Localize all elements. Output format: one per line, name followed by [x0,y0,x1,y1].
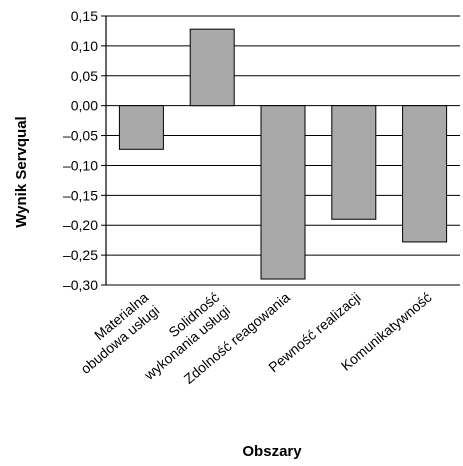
y-tick-label: –0,20 [63,217,98,233]
bar [189,28,235,107]
y-tick-label: –0,05 [63,128,98,144]
bars [118,28,448,280]
bar [260,105,306,280]
bar [402,105,448,243]
y-tick-labels: 0,15 0,10 0,05 0,00 –0,05 –0,10 –0,15 –0,20 –0,2… [63,8,98,293]
y-tick-label: –0,15 [63,187,98,203]
y-tick-label: –0,25 [63,247,98,263]
y-tick-label: 0,15 [71,8,98,24]
x-axis-title: Obszary [242,443,302,460]
y-tick-label: 0,10 [71,38,98,54]
bar [118,105,164,150]
y-tick-label: 0,05 [71,68,98,84]
y-tick-label: –0,30 [63,277,98,293]
y-axis-title: Wynik Servqual [13,116,30,227]
axes [101,15,107,286]
bar [331,105,377,220]
y-tick-label: 0,00 [71,98,98,114]
y-tick-label: –0,10 [63,157,98,173]
